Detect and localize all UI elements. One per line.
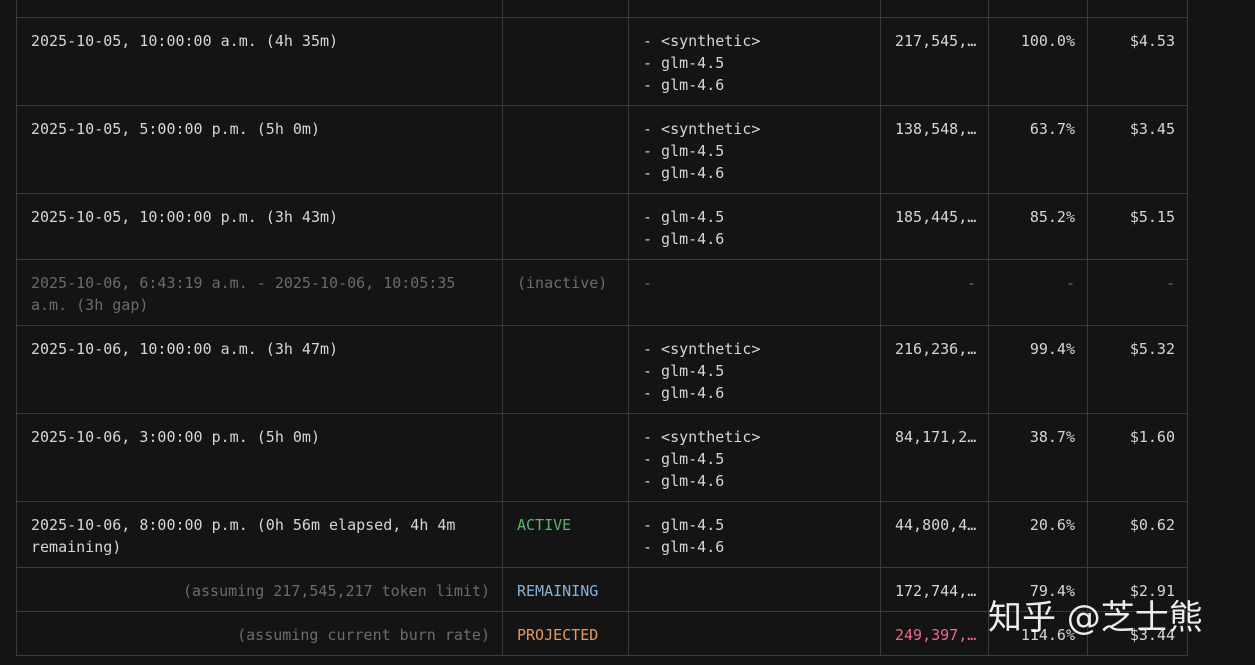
watermark: 知乎 @芝士熊 [988,598,1203,638]
tokens-cell: 44,800,4… [880,501,989,568]
status-cell: (inactive) [502,259,629,326]
period-cell: 2025-10-05, 10:00:00 a.m. (4h 35m) [16,17,503,106]
table-row: 2025-10-05, 5:00:00 p.m. (5h 0m) - <synth… [16,105,1188,194]
model-name: - glm-4.5 [643,516,725,534]
model-name: - glm-4.6 [643,76,725,94]
status-cell [502,413,629,502]
tokens-cell: 172,744,… [880,567,989,612]
cost-cell: $1.60 [1087,413,1188,502]
percent-cell [988,0,1088,18]
model-name: - glm-4.6 [643,230,725,248]
model-name: - glm-4.5 [643,450,725,468]
models-cell: - [628,259,881,326]
percent-cell: 100.0% [988,17,1088,106]
status-cell: PROJECTED [502,611,629,656]
table-row: (assuming 217,545,217 token limit) REMAIN… [16,567,1188,612]
cost-cell: $2.91 [1087,567,1188,612]
cost-cell: $5.15 [1087,193,1188,260]
cost-cell: $0.62 [1087,501,1188,568]
cost-cell: $5.32 [1087,325,1188,414]
model-name: - glm-4.6 [643,164,725,182]
model-name: - <synthetic> [643,340,761,358]
model-name: - <synthetic> [643,120,761,138]
models-cell [628,611,881,656]
status-cell [502,325,629,414]
tokens-cell: 216,236,… [880,325,989,414]
model-name: - glm-4.5 [643,142,725,160]
model-name: - glm-4.6 [643,538,725,556]
period-cell: 2025-10-06, 3:00:00 p.m. (5h 0m) [16,413,503,502]
model-name: - <synthetic> [643,32,761,50]
percent-cell: 85.2% [988,193,1088,260]
model-name: - glm-4.5 [643,208,725,226]
tokens-cell: 84,171,2… [880,413,989,502]
models-cell: - glm-4.5 - glm-4.6 [628,501,881,568]
period-cell: 2025-10-06, 6:43:19 a.m. - 2025-10-06, 1… [16,259,503,326]
period-cell: (assuming current burn rate) [16,611,503,656]
status-cell [502,105,629,194]
percent-cell: 38.7% [988,413,1088,502]
tokens-cell: 249,397,… [880,611,989,656]
models-cell: - <synthetic> - glm-4.5 - glm-4.6 [628,413,881,502]
table-row: 2025-10-06, 8:00:00 p.m. (0h 56m elapsed… [16,501,1188,568]
table-row: 2025-10-06, 6:43:19 a.m. - 2025-10-06, 1… [16,259,1188,326]
model-name: - glm-4.6 [643,384,725,402]
status-cell: REMAINING [502,567,629,612]
percent-cell: 114.6% [988,611,1088,656]
percent-cell: 99.4% [988,325,1088,414]
status-cell [502,193,629,260]
tokens-cell: 185,445,… [880,193,989,260]
model-name: - <synthetic> [643,428,761,446]
period-cell: 2025-10-05, 10:00:00 p.m. (3h 43m) [16,193,503,260]
percent-cell: 20.6% [988,501,1088,568]
model-name: - glm-4.5 [643,54,725,72]
model-name: - [643,274,653,292]
period-cell: (assuming 217,545,217 token limit) [16,567,503,612]
cost-cell: $3.44 [1087,611,1188,656]
cost-cell: - [1087,259,1188,326]
tokens-cell: - [880,259,989,326]
percent-cell: 63.7% [988,105,1088,194]
models-cell [628,567,881,612]
models-cell: - <synthetic> - glm-4.5 - glm-4.6 [628,325,881,414]
tokens-cell [880,0,989,18]
table-row: 2025-10-06, 10:00:00 a.m. (3h 47m) - <syn… [16,325,1188,414]
period-cell: a.m. (7h gap) [16,0,503,18]
usage-table: a.m. (7h gap)2025-10-05, 10:00:00 a.m. (… [16,0,1188,656]
models-cell: - <synthetic> - glm-4.5 - glm-4.6 [628,105,881,194]
tokens-cell: 138,548,… [880,105,989,194]
model-name: - glm-4.5 [643,362,725,380]
table-row: 2025-10-06, 3:00:00 p.m. (5h 0m) - <synth… [16,413,1188,502]
models-cell: - glm-4.5 - glm-4.6 [628,193,881,260]
table-row: 2025-10-05, 10:00:00 p.m. (3h 43m) - glm-… [16,193,1188,260]
cost-cell [1087,0,1188,18]
cost-cell: $4.53 [1087,17,1188,106]
percent-cell: - [988,259,1088,326]
status-cell [502,0,629,18]
models-cell: - <synthetic> - glm-4.5 - glm-4.6 [628,17,881,106]
tokens-cell: 217,545,… [880,17,989,106]
status-cell: ACTIVE [502,501,629,568]
period-cell: 2025-10-06, 10:00:00 a.m. (3h 47m) [16,325,503,414]
cost-cell: $3.45 [1087,105,1188,194]
table-body: a.m. (7h gap)2025-10-05, 10:00:00 a.m. (… [16,0,1188,656]
status-cell [502,17,629,106]
table-row: 2025-10-05, 10:00:00 a.m. (4h 35m) - <syn… [16,17,1188,106]
period-cell: 2025-10-06, 8:00:00 p.m. (0h 56m elapsed… [16,501,503,568]
models-cell [628,0,881,18]
table-row: a.m. (7h gap) [16,0,1188,18]
period-cell: 2025-10-05, 5:00:00 p.m. (5h 0m) [16,105,503,194]
model-name: - glm-4.6 [643,472,725,490]
table-row: (assuming current burn rate) PROJECTED 249… [16,611,1188,656]
